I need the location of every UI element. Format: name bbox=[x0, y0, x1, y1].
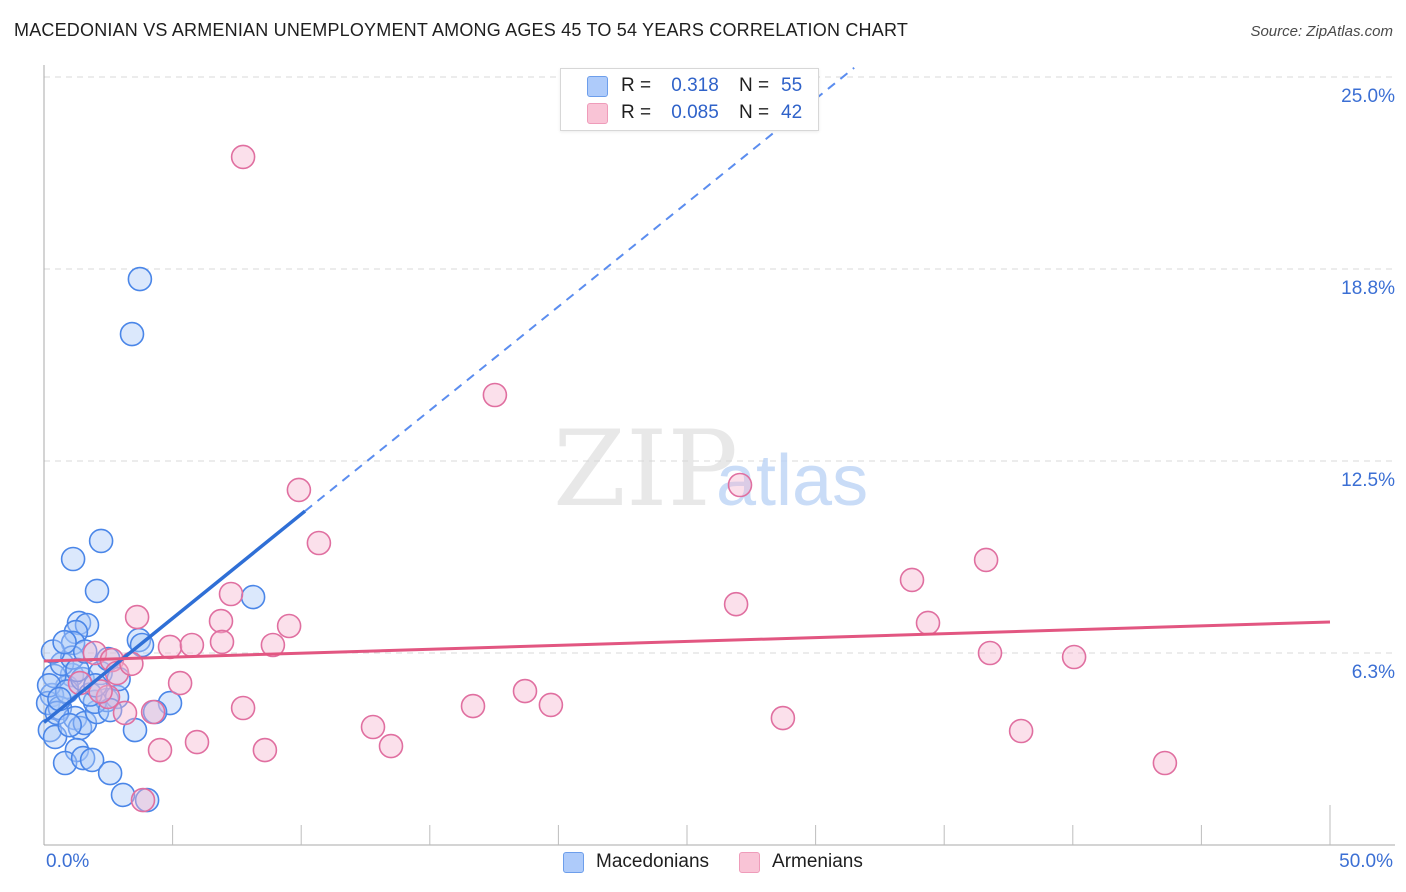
x-tick-label-max: 50.0% bbox=[1339, 851, 1393, 872]
scatter-point-macedonians[interactable] bbox=[97, 760, 123, 786]
scatter-point-armenians[interactable] bbox=[208, 608, 234, 634]
trendline-armenians-solid bbox=[43, 620, 1331, 663]
watermark-atlas: atlas bbox=[716, 441, 868, 521]
legend-item-macedonians[interactable]: Macedonians bbox=[563, 851, 709, 873]
scatter-point-macedonians[interactable] bbox=[66, 610, 92, 636]
scatter-point-armenians[interactable] bbox=[147, 737, 173, 763]
scatter-point-armenians[interactable] bbox=[538, 692, 564, 718]
scatter-point-armenians[interactable] bbox=[230, 695, 256, 721]
scatter-point-armenians[interactable] bbox=[306, 530, 332, 556]
scatter-point-armenians[interactable] bbox=[112, 700, 138, 726]
n-label: N = bbox=[739, 75, 770, 96]
scatter-point-macedonians[interactable] bbox=[52, 629, 77, 655]
scatter-point-armenians[interactable] bbox=[512, 678, 538, 704]
legend-row-macedonians: R = 0.318 N = 55 bbox=[561, 74, 818, 98]
scatter-point-macedonians[interactable] bbox=[110, 782, 136, 808]
scatter-point-macedonians[interactable] bbox=[47, 686, 72, 712]
n-value-macedonians: 55 bbox=[781, 75, 803, 96]
source-attribution: Source: ZipAtlas.com bbox=[1250, 23, 1393, 40]
scatter-point-armenians[interactable] bbox=[286, 477, 312, 503]
scatter-point-macedonians[interactable] bbox=[88, 528, 114, 554]
scatter-point-armenians[interactable] bbox=[252, 737, 278, 763]
trendline-macedonians-solid bbox=[42, 509, 307, 724]
scatter-point-macedonians[interactable] bbox=[79, 747, 105, 773]
scatter-point-macedonians[interactable] bbox=[127, 266, 153, 292]
r-value-macedonians: 0.318 bbox=[671, 75, 719, 96]
scatter-point-armenians[interactable] bbox=[460, 693, 486, 719]
legend-item-armenians[interactable]: Armenians bbox=[739, 851, 863, 873]
x-tick-label-min: 0.0% bbox=[46, 851, 90, 872]
scatter-point-armenians[interactable] bbox=[230, 144, 256, 170]
scatter-point-armenians[interactable] bbox=[179, 632, 205, 658]
scatter-point-armenians[interactable] bbox=[130, 787, 156, 813]
scatter-point-armenians[interactable] bbox=[276, 613, 302, 639]
scatter-point-macedonians[interactable] bbox=[240, 584, 266, 610]
legend-item-label: Armenians bbox=[772, 851, 863, 872]
trendline-macedonians-dashed bbox=[304, 67, 855, 512]
scatter-point-armenians[interactable] bbox=[260, 632, 286, 658]
scatter-point-armenians[interactable] bbox=[360, 714, 386, 740]
scatter-point-armenians[interactable] bbox=[119, 651, 144, 677]
r-label: R = bbox=[621, 102, 652, 123]
scatter-point-armenians[interactable] bbox=[723, 591, 749, 617]
scatter-point-macedonians[interactable] bbox=[84, 578, 110, 604]
scatter-point-armenians[interactable] bbox=[378, 733, 404, 759]
y-tick-label-25: 25.0% bbox=[1341, 86, 1395, 107]
page-title: MACEDONIAN VS ARMENIAN UNEMPLOYMENT AMON… bbox=[14, 20, 909, 40]
scatter-point-armenians[interactable] bbox=[977, 640, 1003, 666]
scatter-point-armenians[interactable] bbox=[88, 679, 113, 704]
scatter-point-armenians[interactable] bbox=[167, 670, 193, 696]
scatter-point-macedonians[interactable] bbox=[119, 321, 145, 347]
scatter-point-macedonians[interactable] bbox=[72, 639, 98, 664]
scatter-point-armenians[interactable] bbox=[899, 567, 925, 593]
scatter-point-armenians[interactable] bbox=[770, 705, 796, 731]
scatter-point-armenians[interactable] bbox=[124, 604, 150, 630]
y-tick-label-18-8: 18.8% bbox=[1341, 278, 1395, 299]
scatter-point-armenians[interactable] bbox=[209, 629, 235, 655]
scatter-point-armenians[interactable] bbox=[157, 634, 183, 660]
scatter-point-armenians[interactable] bbox=[140, 699, 166, 725]
series-legend: Macedonians Armenians bbox=[563, 851, 863, 873]
y-tick-label-6-3: 6.3% bbox=[1351, 662, 1395, 683]
r-label: R = bbox=[621, 75, 652, 96]
watermark-zip: ZIP bbox=[553, 408, 738, 530]
scatter-point-armenians[interactable] bbox=[915, 610, 941, 636]
scatter-point-armenians[interactable] bbox=[184, 729, 210, 755]
scatter-point-armenians[interactable] bbox=[218, 581, 244, 607]
legend-item-label: Macedonians bbox=[596, 851, 710, 872]
correlation-legend-box: R = 0.318 N = 55 R = 0.085 N = 42 bbox=[560, 68, 819, 131]
macedonians-swatch-icon bbox=[563, 851, 584, 873]
scatter-point-armenians[interactable] bbox=[1008, 718, 1034, 744]
scatter-point-macedonians[interactable] bbox=[57, 712, 82, 738]
r-value-armenians: 0.085 bbox=[671, 102, 719, 123]
scatter-point-macedonians[interactable] bbox=[70, 745, 96, 771]
armenians-swatch-icon bbox=[587, 102, 608, 124]
armenians-swatch-icon bbox=[739, 851, 761, 873]
n-label: N = bbox=[739, 102, 770, 123]
scatter-point-macedonians[interactable] bbox=[60, 546, 86, 572]
scatter-point-armenians[interactable] bbox=[482, 382, 508, 408]
scatter-point-armenians[interactable] bbox=[1061, 644, 1087, 670]
macedonians-swatch-icon bbox=[587, 75, 608, 97]
legend-row-armenians: R = 0.085 N = 42 bbox=[561, 101, 818, 125]
scatter-point-armenians[interactable] bbox=[727, 472, 753, 498]
scatter-point-armenians[interactable] bbox=[973, 547, 999, 573]
y-tick-label-12-5: 12.5% bbox=[1341, 470, 1395, 491]
n-value-armenians: 42 bbox=[781, 102, 803, 123]
scatter-point-armenians[interactable] bbox=[1152, 750, 1178, 776]
